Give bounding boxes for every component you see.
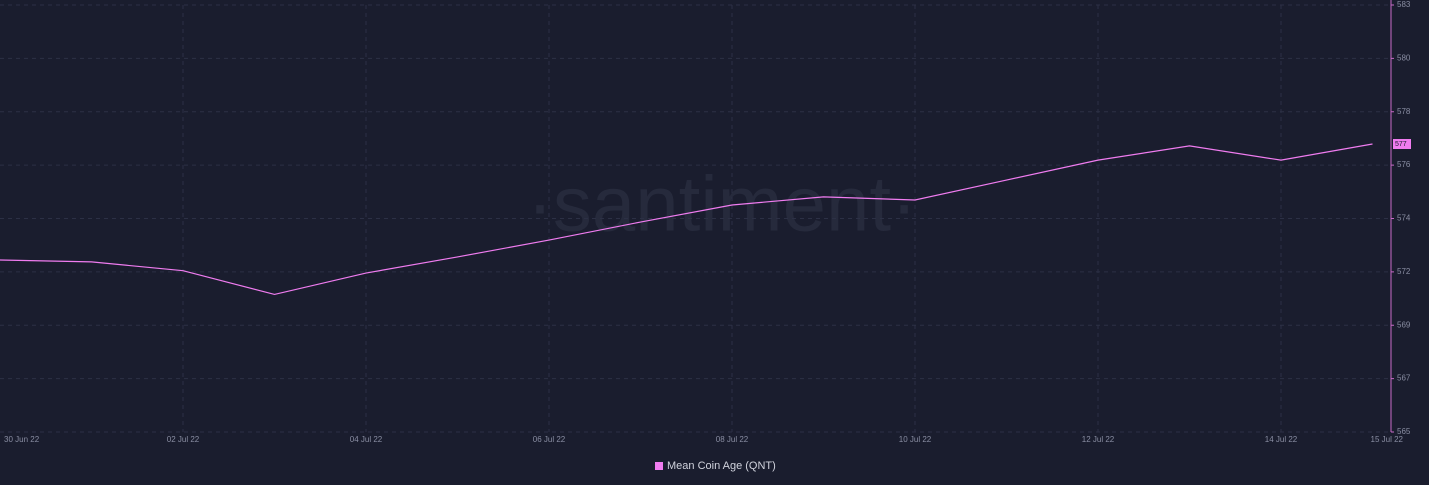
x-tick-label: 12 Jul 22: [1082, 435, 1115, 444]
x-tick-label: 14 Jul 22: [1265, 435, 1298, 444]
legend-swatch: [655, 462, 663, 470]
x-tick-label: 30 Jun 22: [4, 435, 40, 444]
value-label: 577: [1395, 141, 1407, 148]
line: [0, 143, 1373, 296]
y-tick-label: 572: [1397, 267, 1411, 276]
y-tick-label: 569: [1397, 320, 1411, 329]
y-tick-label: 576: [1397, 160, 1411, 169]
legend-label: Mean Coin Age (QNT): [667, 460, 776, 472]
y-tick-label: 567: [1397, 374, 1411, 383]
watermark: ·santiment·: [527, 160, 917, 248]
y-tick-label: 580: [1397, 53, 1411, 62]
x-tick-label: 06 Jul 22: [533, 435, 566, 444]
x-tick-label: 02 Jul 22: [167, 435, 200, 444]
x-tick-label: 08 Jul 22: [716, 435, 749, 444]
x-tick-label: 04 Jul 22: [350, 435, 383, 444]
value-badge: [1393, 139, 1411, 150]
y-tick-label: 565: [1397, 427, 1411, 436]
y-tick-label: 574: [1397, 214, 1411, 223]
x-tick-label: 15 Jul 22: [1371, 435, 1404, 444]
y-tick-label: 583: [1397, 0, 1411, 9]
x-tick-label: 10 Jul 22: [899, 435, 932, 444]
y-tick-label: 578: [1397, 107, 1411, 116]
